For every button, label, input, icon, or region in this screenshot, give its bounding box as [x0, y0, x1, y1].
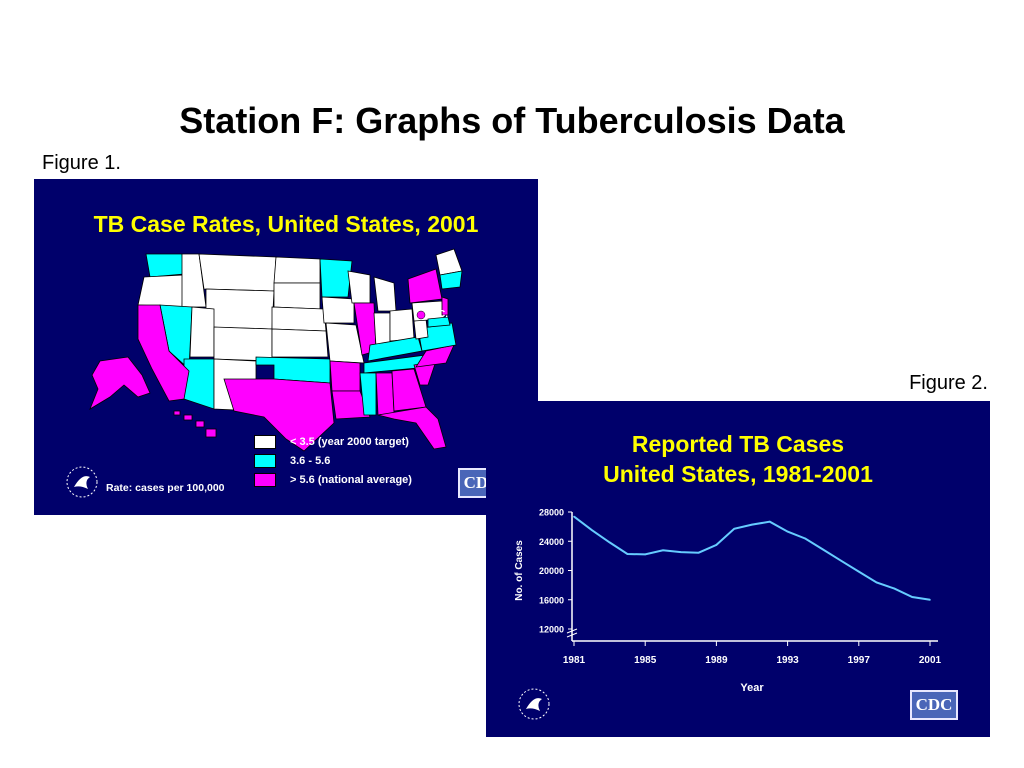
- data-point: [929, 599, 931, 601]
- us-map: [89, 248, 463, 452]
- data-point: [804, 537, 807, 540]
- map-region-alabama: [375, 372, 395, 416]
- dc-marker: [416, 310, 426, 320]
- hhs-eagle-icon: [518, 688, 550, 720]
- map-region-washington: [145, 253, 185, 278]
- map-region-montana: [198, 253, 277, 292]
- y-tick-label: 16000: [539, 595, 564, 605]
- map-region-florida: [377, 406, 447, 450]
- map-region-alaska: [89, 356, 151, 410]
- map-region-hawaii-4: [205, 428, 217, 438]
- tb-cases-line-chart: 12000 16000 20000 24000 28000 1981 1985 1989 199…: [514, 508, 942, 695]
- legend-item: < 3.5 (year 2000 target): [254, 432, 412, 451]
- data-point: [733, 528, 735, 530]
- y-tick-label: 20000: [539, 566, 564, 576]
- data-point: [573, 515, 575, 518]
- y-tick-label: 28000: [539, 508, 564, 518]
- y-tick-label: 12000: [539, 625, 564, 635]
- data-point: [822, 548, 824, 551]
- map-region-texas: [223, 378, 335, 452]
- figure-2-title-line-2: United States, 1981-2001: [603, 461, 873, 487]
- legend-swatch: [254, 434, 276, 449]
- map-region-minnesota: [319, 258, 353, 298]
- data-point: [644, 553, 646, 556]
- map-region-kansas: [271, 328, 329, 358]
- data-point: [769, 520, 771, 523]
- map-region-hawaii-1: [173, 410, 181, 416]
- data-point: [893, 587, 896, 590]
- figure-2-label: Figure 2.: [909, 372, 988, 394]
- data-point: [875, 581, 878, 584]
- data-point: [911, 596, 913, 598]
- map-region-oregon: [137, 274, 185, 308]
- data-point: [680, 551, 682, 553]
- map-region-hawaii-2: [183, 414, 193, 421]
- map-region-south-dakota: [273, 282, 321, 310]
- map-region-maryland: [427, 316, 451, 328]
- dc-label: D.C.: [428, 309, 448, 320]
- x-tick-label: 1985: [634, 655, 657, 666]
- map-legend: < 3.5 (year 2000 target) 3.6 - 5.6 > 5.6…: [254, 432, 412, 489]
- y-tick-label: 24000: [539, 537, 564, 547]
- map-region-utah: [189, 306, 215, 358]
- data-point: [608, 541, 611, 544]
- data-point: [840, 559, 842, 562]
- x-tick-label: 1989: [705, 655, 728, 666]
- data-point: [697, 551, 700, 554]
- map-region-mississippi: [359, 372, 377, 416]
- map-region-new-england-north: [435, 248, 463, 276]
- map-region-michigan: [373, 276, 397, 312]
- y-axis-label: No. of Cases: [514, 540, 525, 601]
- hhs-eagle-icon: [66, 466, 98, 498]
- page-title: Station F: Graphs of Tuberculosis Data: [179, 100, 845, 141]
- y-axis-break: [566, 628, 578, 634]
- legend-swatch: [254, 453, 276, 468]
- x-tick-label: 1997: [848, 655, 871, 666]
- data-point: [662, 549, 664, 552]
- figure-2-title: Reported TB Cases United States, 1981-20…: [486, 429, 990, 489]
- map-region-wisconsin: [347, 270, 371, 304]
- map-region-new-jersey: [441, 296, 449, 316]
- data-point: [591, 529, 593, 531]
- map-region-north-dakota: [273, 256, 321, 284]
- series-line: [573, 515, 931, 601]
- x-tick-label: 1981: [563, 655, 586, 666]
- map-region-west-virginia: [413, 318, 429, 340]
- figure-1-panel: TB Case Rates, United States, 2001: [34, 179, 538, 515]
- legend-label: < 3.5 (year 2000 target): [290, 435, 409, 448]
- map-region-colorado: [213, 326, 273, 362]
- figure-2-title-line-1: Reported TB Cases: [631, 431, 845, 457]
- legend-item: > 5.6 (national average): [254, 470, 412, 489]
- figure-1-title: TB Case Rates, United States, 2001: [93, 211, 479, 237]
- data-point: [626, 553, 629, 555]
- data-point: [786, 530, 789, 533]
- map-region-wyoming: [205, 288, 275, 330]
- map-region-arkansas: [329, 360, 361, 392]
- map-region-arizona: [183, 358, 215, 410]
- data-point: [751, 523, 753, 526]
- map-region-nebraska: [271, 306, 327, 332]
- figure-2-panel: Reported TB Cases United States, 1981-20…: [486, 401, 990, 737]
- legend-swatch: [254, 472, 276, 487]
- map-region-new-york: [407, 268, 443, 304]
- legend-item: 3.6 - 5.6: [254, 451, 412, 470]
- x-tick-label: 1993: [776, 655, 799, 666]
- map-region-hawaii-3: [195, 420, 205, 428]
- map-region-california: [137, 304, 190, 402]
- data-point: [715, 544, 718, 546]
- legend-label: 3.6 - 5.6: [290, 454, 331, 467]
- map-region-new-england-south: [439, 270, 463, 290]
- y-axis-break: [566, 632, 578, 638]
- x-tick-label: 2001: [919, 655, 942, 666]
- legend-label: > 5.6 (national average): [290, 473, 412, 486]
- map-region-ohio: [389, 308, 415, 342]
- x-axis-label: Year: [740, 682, 764, 694]
- map-region-louisiana: [331, 390, 371, 420]
- figure-1-label: Figure 1.: [42, 152, 121, 174]
- map-region-iowa: [321, 296, 355, 324]
- cdc-logo: CDC: [910, 690, 958, 720]
- rate-note: Rate: cases per 100,000: [106, 482, 225, 494]
- data-point: [858, 570, 860, 573]
